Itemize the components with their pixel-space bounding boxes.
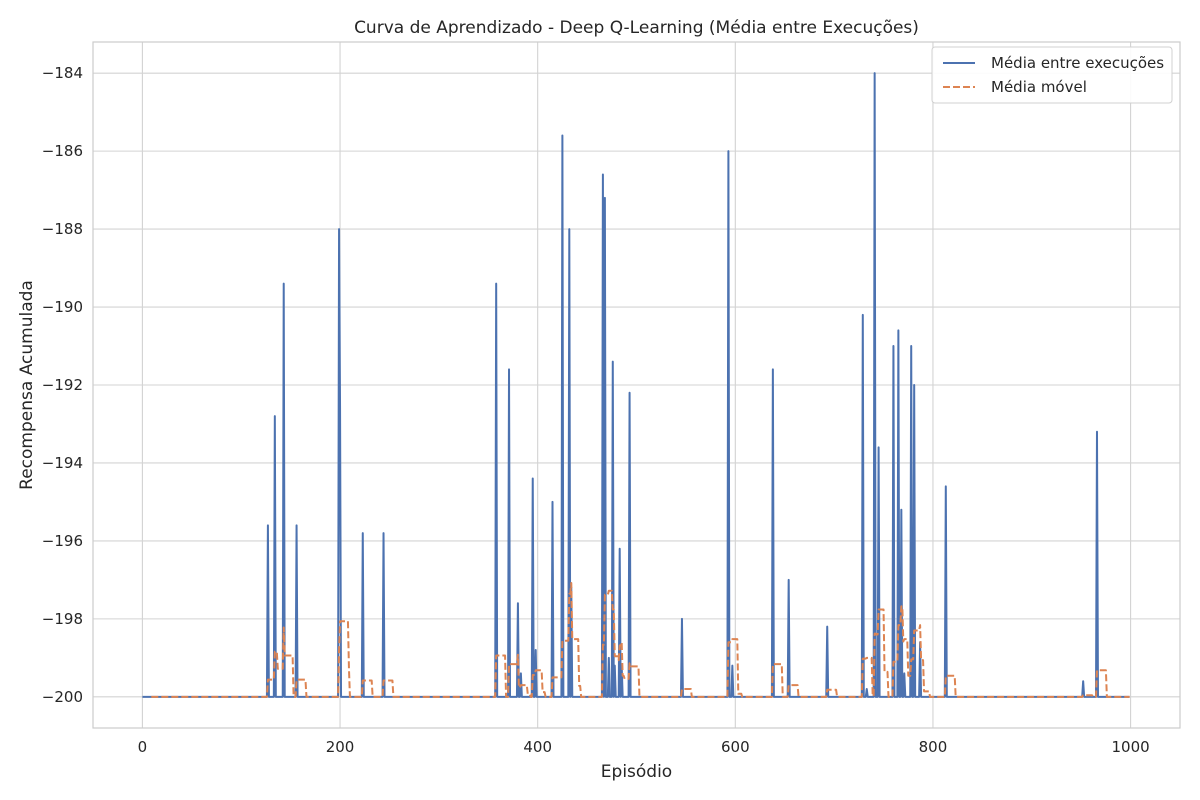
chart-title: Curva de Aprendizado - Deep Q-Learning (… <box>354 18 919 38</box>
y-tick-label: −188 <box>42 220 83 238</box>
legend-box <box>931 46 1173 104</box>
legend: Média entre execuções Média móvel <box>931 46 1173 104</box>
y-tick-label: −186 <box>42 142 83 160</box>
y-tick-label: −196 <box>42 532 83 550</box>
legend-entry-label: Média móvel <box>991 78 1087 96</box>
y-tick-label: −190 <box>42 298 83 316</box>
series-line-media-movel <box>151 582 1130 698</box>
y-axis-label: Recompensa Acumulada <box>17 280 37 490</box>
plot-frame <box>92 41 1181 729</box>
x-tick-label: 800 <box>919 738 948 756</box>
y-tick-label: −192 <box>42 376 83 394</box>
x-axis-label: Episódio <box>601 762 672 782</box>
x-tick-label: 0 <box>138 738 148 756</box>
grid <box>93 42 1180 728</box>
x-tick-label: 600 <box>721 738 750 756</box>
x-tick-label: 1000 <box>1111 738 1149 756</box>
series-layer <box>142 72 1130 698</box>
ticks: 0 200 400 600 800 1000 −200 −198 −196 −194 −192 −19… <box>42 64 1150 756</box>
legend-entry-label: Média entre execuções <box>991 54 1164 72</box>
y-tick-label: −198 <box>42 610 83 628</box>
x-tick-label: 200 <box>326 738 355 756</box>
y-tick-label: −194 <box>42 454 83 472</box>
y-tick-label: −184 <box>42 64 83 82</box>
x-tick-label: 400 <box>523 738 552 756</box>
y-tick-label: −200 <box>42 688 83 706</box>
